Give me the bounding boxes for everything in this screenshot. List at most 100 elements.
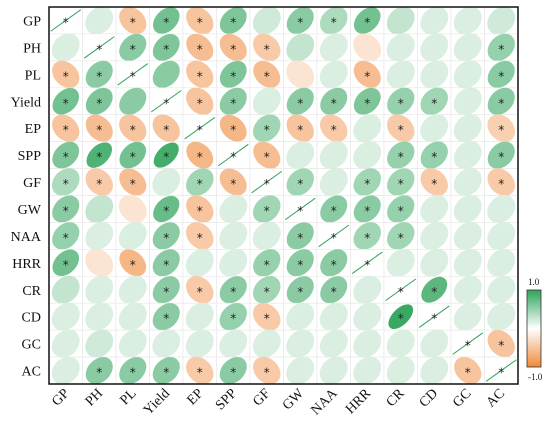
- cell-PL-GF: *: [249, 60, 284, 89]
- significance-star: *: [431, 96, 437, 110]
- cell-GC-GP: [48, 329, 83, 358]
- cell-GP-CD: [417, 6, 452, 35]
- cell-GC-Yield: [149, 329, 184, 358]
- cell-SPP-GC: [450, 141, 485, 170]
- cell-CD-HRR: [350, 302, 385, 331]
- correlation-ellipse: [388, 304, 414, 330]
- cell-NAA-CD: [417, 221, 452, 250]
- significance-star: *: [230, 366, 236, 380]
- cell-AC-AC: *: [484, 356, 519, 385]
- correlation-ellipse: [219, 276, 247, 304]
- cell-GW-GF: *: [249, 195, 284, 223]
- correlation-ellipse: [152, 303, 180, 331]
- cell-GF-GW: *: [283, 168, 318, 196]
- significance-star: *: [364, 177, 370, 191]
- correlation-ellipse: [353, 7, 381, 34]
- cell-PH-PH: *: [82, 33, 117, 62]
- correlation-ellipse: [353, 329, 382, 358]
- cell-GC-GW: [283, 329, 318, 358]
- correlation-ellipse: [487, 168, 515, 196]
- significance-star: *: [63, 69, 69, 83]
- cell-GP-NAA: *: [316, 6, 351, 35]
- significance-star: *: [63, 258, 69, 272]
- correlation-ellipse: [353, 356, 382, 385]
- cell-PH-EP: *: [182, 33, 217, 62]
- correlation-ellipse: [453, 60, 482, 89]
- correlation-ellipse: [219, 194, 248, 223]
- cell-CR-CD: *: [417, 275, 452, 304]
- significance-star: *: [264, 177, 270, 191]
- correlation-ellipse: [286, 87, 314, 115]
- cell-CD-CR: *: [383, 302, 418, 331]
- correlation-ellipse: [487, 248, 516, 277]
- cell-SPP-CR: *: [383, 141, 418, 169]
- cell-NAA-EP: *: [182, 222, 217, 250]
- significance-star: *: [297, 204, 303, 218]
- correlation-ellipse: [118, 275, 147, 304]
- correlation-ellipse: [487, 114, 516, 142]
- significance-star: *: [163, 204, 169, 218]
- cell-SPP-NAA: [316, 141, 351, 170]
- correlation-ellipse: [253, 302, 281, 331]
- correlation-ellipse: [286, 60, 315, 89]
- column-label-NAA: NAA: [309, 386, 342, 419]
- diagonal-line: [50, 9, 82, 32]
- cell-AC-PH: *: [82, 356, 117, 385]
- significance-star: *: [297, 177, 303, 191]
- cell-EP-GC: [450, 114, 485, 143]
- cell-SPP-AC: *: [484, 141, 519, 169]
- significance-star: *: [431, 177, 437, 191]
- correlation-ellipse: [119, 114, 147, 142]
- column-label-PH: PH: [83, 386, 106, 409]
- correlation-ellipse: [119, 168, 147, 196]
- correlation-ellipse: [453, 302, 482, 331]
- cell-AC-HRR: [350, 356, 385, 385]
- significance-star: *: [264, 123, 270, 137]
- significance-star: *: [264, 150, 270, 164]
- significance-star: *: [197, 285, 203, 299]
- significance-star: *: [130, 69, 136, 83]
- colorbar-max-label: 1.0: [528, 277, 540, 287]
- cell-CR-GP: [48, 275, 83, 304]
- significance-star: *: [63, 15, 69, 29]
- correlation-ellipse: [119, 141, 147, 169]
- correlation-ellipse: [286, 114, 314, 142]
- significance-star: *: [297, 123, 303, 137]
- significance-star: *: [331, 15, 337, 29]
- correlation-ellipse: [252, 329, 281, 358]
- correlation-ellipse: [51, 33, 80, 62]
- significance-star: *: [398, 177, 404, 191]
- row-label-GF: GF: [23, 176, 41, 191]
- correlation-ellipse: [320, 195, 348, 223]
- cell-GF-GF: *: [249, 168, 284, 196]
- cell-HRR-PH: [82, 248, 117, 277]
- significance-star: *: [331, 96, 337, 110]
- correlation-ellipse: [420, 60, 449, 89]
- significance-star: *: [163, 42, 169, 56]
- correlation-ellipse: [386, 33, 415, 62]
- correlation-ellipse: [186, 87, 214, 115]
- significance-star: *: [398, 312, 404, 326]
- correlation-ellipse: [253, 356, 281, 385]
- cell-EP-HRR: [350, 114, 385, 143]
- cell-CD-PH: [82, 302, 117, 331]
- correlation-ellipse: [152, 276, 180, 304]
- cell-AC-NAA: [316, 356, 351, 385]
- cell-CD-NAA: [316, 302, 351, 331]
- correlation-ellipse: [420, 141, 448, 169]
- correlation-ellipse: [487, 87, 515, 115]
- cell-GC-CR: [383, 329, 418, 358]
- correlation-ellipse: [386, 60, 415, 89]
- significance-star: *: [364, 69, 370, 83]
- cell-CD-SPP: *: [216, 302, 251, 331]
- significance-star: *: [163, 258, 169, 272]
- cell-GF-PL: *: [115, 168, 150, 196]
- correlation-ellipse: [453, 141, 482, 170]
- correlation-ellipse: [153, 142, 179, 168]
- cell-Yield-AC: *: [484, 87, 519, 116]
- significance-star: *: [364, 15, 370, 29]
- significance-star: *: [297, 258, 303, 272]
- cell-GF-AC: *: [484, 168, 519, 196]
- cell-GF-HRR: *: [350, 168, 385, 196]
- correlation-ellipse: [421, 276, 448, 303]
